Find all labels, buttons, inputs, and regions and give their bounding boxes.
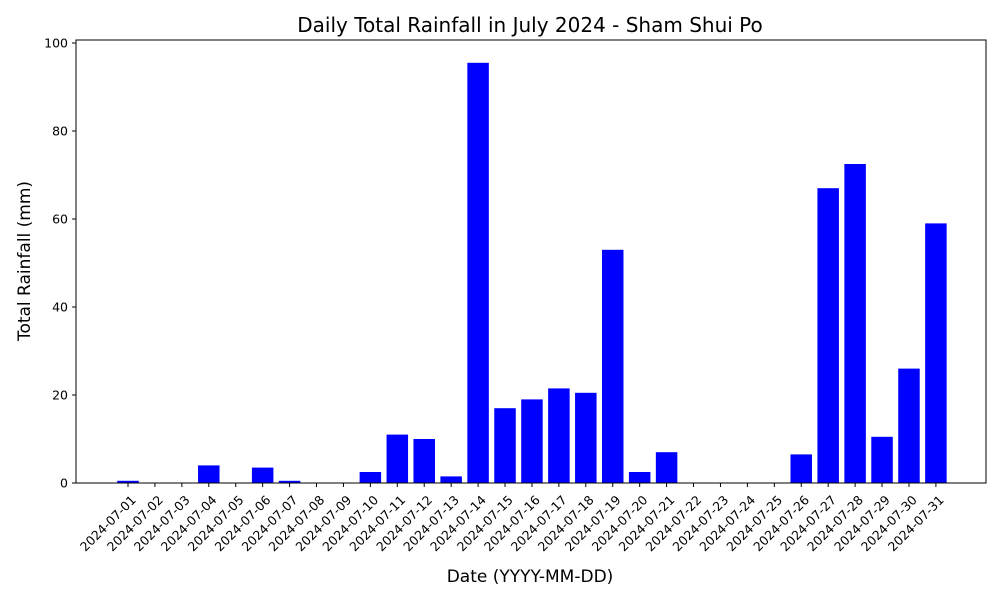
bar-2024-07-31 bbox=[925, 223, 947, 483]
plot-frame bbox=[75, 39, 987, 484]
bar-2024-07-01 bbox=[117, 480, 139, 483]
bar-2024-07-13 bbox=[440, 476, 462, 483]
y-tick-label: 20 bbox=[52, 388, 68, 403]
y-tick-label: 60 bbox=[52, 212, 68, 227]
bar-2024-07-18 bbox=[575, 392, 597, 483]
y-tick-label: 100 bbox=[44, 36, 68, 51]
bar-2024-07-28 bbox=[844, 164, 866, 483]
bar-2024-07-20 bbox=[628, 472, 651, 483]
bar-2024-07-26 bbox=[790, 454, 812, 483]
y-axis-label: Total Rainfall (mm) bbox=[15, 181, 35, 342]
x-axis-ticks: 2024-07-012024-07-022024-07-032024-07-04… bbox=[77, 483, 947, 554]
bar-2024-07-14 bbox=[467, 62, 489, 484]
y-tick-label: 40 bbox=[52, 300, 68, 315]
bars-group bbox=[117, 62, 947, 484]
bar-2024-07-30 bbox=[898, 368, 920, 483]
bar-2024-07-27 bbox=[817, 188, 839, 483]
bar-2024-07-11 bbox=[386, 434, 409, 483]
bar-2024-07-06 bbox=[251, 467, 274, 483]
bar-2024-07-07 bbox=[278, 480, 301, 483]
bar-2024-07-12 bbox=[413, 439, 435, 483]
x-axis-label: Date (YYYY-MM-DD) bbox=[447, 567, 614, 587]
bar-2024-07-19 bbox=[601, 249, 624, 483]
bar-2024-07-04 bbox=[198, 465, 220, 483]
bar-2024-07-29 bbox=[871, 436, 893, 483]
bar-2024-07-21 bbox=[655, 452, 678, 483]
y-axis-ticks: 0 20 40 60 80 100 bbox=[44, 36, 76, 491]
y-tick-label: 0 bbox=[60, 476, 68, 491]
bar-2024-07-10 bbox=[359, 472, 382, 483]
bar-2024-07-15 bbox=[494, 408, 516, 483]
y-tick-label: 80 bbox=[52, 124, 68, 139]
bar-2024-07-17 bbox=[548, 388, 570, 483]
chart-title: Daily Total Rainfall in July 2024 - Sham… bbox=[297, 13, 763, 37]
bar-2024-07-16 bbox=[521, 399, 543, 483]
